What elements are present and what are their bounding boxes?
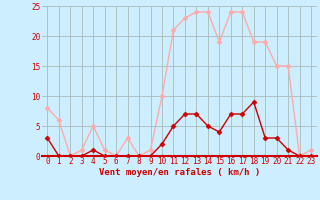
X-axis label: Vent moyen/en rafales ( km/h ): Vent moyen/en rafales ( km/h ) xyxy=(99,168,260,177)
